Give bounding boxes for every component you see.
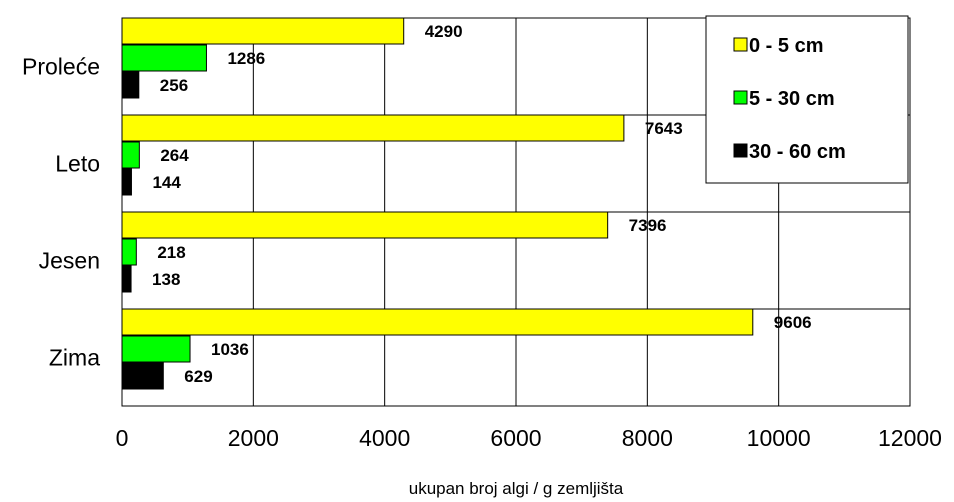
bar <box>121 71 140 99</box>
plot-area-frame <box>121 17 911 407</box>
bar <box>121 17 405 45</box>
legend-swatch <box>733 143 748 158</box>
x-tick-label: 8000 <box>622 425 673 451</box>
data-labels: 4290 1286 256 7643 264 144 7396 218 138 9606 1036 6… <box>152 22 812 386</box>
legend-label: 30 - 60 cm <box>749 141 846 163</box>
data-label: 218 <box>157 243 185 262</box>
category-label: Proleće <box>22 54 100 80</box>
x-tick-label: 4000 <box>359 425 410 451</box>
x-tick-label: 12000 <box>878 425 942 451</box>
legend-swatch <box>733 37 748 52</box>
bar <box>121 114 625 142</box>
bar <box>121 211 609 239</box>
data-label: 7643 <box>645 119 683 138</box>
x-tick-label: 10000 <box>747 425 811 451</box>
category-labels: Proleće Leto Jesen Zima <box>22 54 100 371</box>
data-label: 138 <box>152 270 180 289</box>
x-tick-label: 2000 <box>228 425 279 451</box>
category-label: Jesen <box>39 248 100 274</box>
data-label: 144 <box>152 173 181 192</box>
legend-label: 5 - 30 cm <box>749 88 835 110</box>
x-tick-label: 6000 <box>490 425 541 451</box>
legend-label: 0 - 5 cm <box>749 35 823 57</box>
data-label: 1286 <box>227 49 265 68</box>
legend: 0 - 5 cm 5 - 30 cm 30 - 60 cm <box>705 15 909 184</box>
x-tick-label: 0 <box>116 425 129 451</box>
data-label: 9606 <box>774 313 812 332</box>
bar <box>121 265 132 293</box>
data-label: 629 <box>184 367 212 386</box>
bars <box>121 17 754 390</box>
category-label: Leto <box>55 151 100 177</box>
data-label: 1036 <box>211 340 249 359</box>
bar <box>121 168 132 196</box>
data-label: 256 <box>160 76 188 95</box>
bar <box>121 308 754 336</box>
bar <box>121 141 140 169</box>
category-label: Zima <box>49 345 100 371</box>
bar <box>121 44 207 72</box>
x-tick-labels: 0 2000 4000 6000 8000 10000 12000 <box>116 425 942 451</box>
bar <box>121 335 191 363</box>
legend-swatch <box>733 90 748 105</box>
data-label: 4290 <box>425 22 463 41</box>
bar <box>121 362 164 390</box>
data-label: 7396 <box>629 216 667 235</box>
data-label: 264 <box>160 146 189 165</box>
bar <box>121 238 137 266</box>
x-axis-title: ukupan broj algi / g zemljišta <box>409 479 624 498</box>
